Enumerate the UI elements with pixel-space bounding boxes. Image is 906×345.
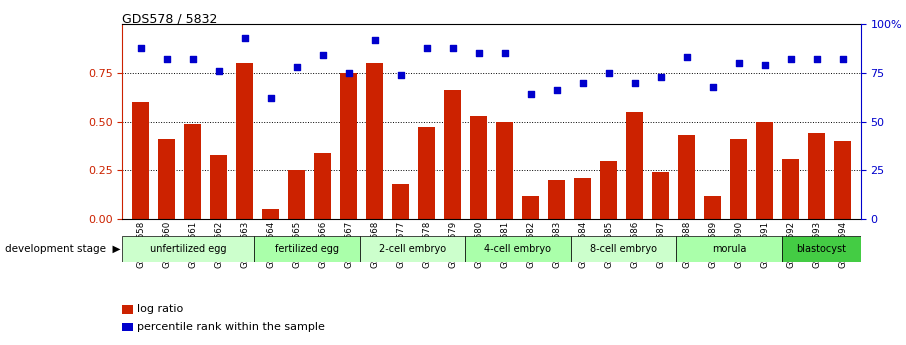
Bar [782,159,799,219]
Point [809,57,824,62]
Bar [834,141,851,219]
Bar [652,172,669,219]
Point [680,55,694,60]
Point [757,62,772,68]
Bar [122,236,255,262]
Bar [132,102,149,219]
Bar [366,63,383,219]
Point [784,57,798,62]
Bar [470,116,487,219]
Point [264,96,278,101]
Point [602,70,616,76]
Point [289,64,304,70]
Point [393,72,408,78]
Bar [496,122,513,219]
Point [315,52,330,58]
Point [133,45,148,50]
Bar [626,112,643,219]
Bar [678,135,695,219]
Bar [571,236,676,262]
Bar [262,209,279,219]
Point [419,45,434,50]
Text: log ratio: log ratio [137,305,183,314]
Text: 4-cell embryo: 4-cell embryo [485,244,552,254]
Bar [574,178,591,219]
Point [185,57,199,62]
Bar [255,236,360,262]
Bar [210,155,227,219]
Bar [465,236,571,262]
Bar [782,236,861,262]
Point [705,84,719,89]
Point [497,51,512,56]
Point [237,35,252,41]
Point [653,74,668,80]
Bar [360,236,465,262]
Text: GDS578 / 5832: GDS578 / 5832 [122,12,217,25]
Point [211,68,226,74]
Bar [600,161,617,219]
Point [575,80,590,86]
Text: development stage  ▶: development stage ▶ [5,244,120,254]
Point [524,91,538,97]
Point [367,37,381,42]
Bar [730,139,747,219]
Bar [808,133,825,219]
Bar [392,184,409,219]
Bar [122,305,133,314]
Point [159,57,174,62]
Bar [340,73,357,219]
Text: fertilized egg: fertilized egg [275,244,339,254]
Point [835,57,850,62]
Bar [676,236,782,262]
Point [342,70,356,76]
Text: percentile rank within the sample: percentile rank within the sample [137,322,324,332]
Text: blastocyst: blastocyst [796,244,846,254]
Text: 8-cell embryo: 8-cell embryo [590,244,657,254]
Bar [522,196,539,219]
Bar [288,170,305,219]
Bar [418,127,435,219]
Point [627,80,641,86]
Text: unfertilized egg: unfertilized egg [150,244,226,254]
Bar [444,90,461,219]
Bar [236,63,253,219]
Point [731,60,746,66]
Bar [158,139,175,219]
Text: 2-cell embryo: 2-cell embryo [379,244,446,254]
Point [549,88,564,93]
Bar [122,323,133,331]
Text: morula: morula [711,244,746,254]
Bar [314,153,331,219]
Bar [184,124,201,219]
Bar [548,180,565,219]
Point [471,51,486,56]
Point [445,45,459,50]
Bar [756,122,773,219]
Bar [704,196,721,219]
